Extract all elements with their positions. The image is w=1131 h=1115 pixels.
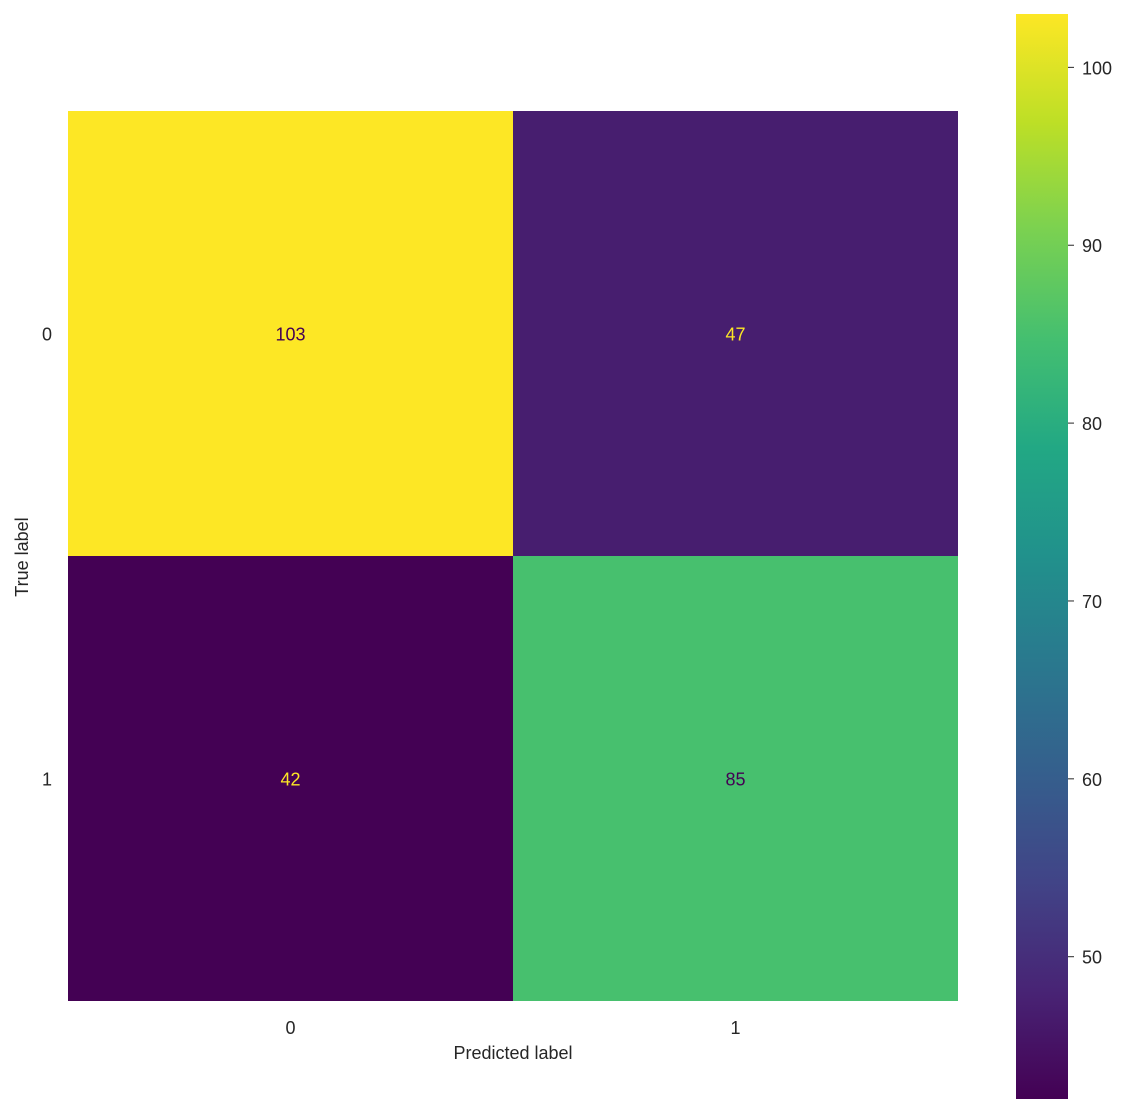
- y-tick-label: 1: [42, 770, 52, 790]
- y-axis-ticks: 01: [42, 325, 52, 790]
- cell-value-label: 47: [725, 325, 745, 345]
- colorbar-tick-label: 60: [1082, 770, 1102, 790]
- colorbar-tick-label: 100: [1082, 58, 1112, 78]
- colorbar-tick-label: 70: [1082, 592, 1102, 612]
- colorbar: [1016, 14, 1068, 1099]
- x-tick-label: 1: [730, 1018, 740, 1038]
- heatmap-cells: [68, 111, 958, 1001]
- cell-value-label: 103: [275, 325, 305, 345]
- cell-value-labels: 103 47 42 85: [275, 325, 745, 790]
- y-axis-label: True label: [12, 517, 32, 596]
- x-tick-label: 0: [285, 1018, 295, 1038]
- cell-value-label: 85: [725, 770, 745, 790]
- colorbar-ticks: 50 60 70 80 90 100: [1068, 58, 1112, 968]
- cell-value-label: 42: [280, 770, 300, 790]
- y-tick-label: 0: [42, 325, 52, 345]
- heatmap-cell: [513, 556, 958, 1001]
- heatmap-cell: [68, 111, 513, 556]
- heatmap-cell: [513, 111, 958, 556]
- heatmap-cell: [68, 556, 513, 1001]
- colorbar-tick-label: 50: [1082, 948, 1102, 968]
- x-axis-label: Predicted label: [453, 1043, 572, 1063]
- colorbar-tick-label: 80: [1082, 414, 1102, 434]
- colorbar-tick-label: 90: [1082, 236, 1102, 256]
